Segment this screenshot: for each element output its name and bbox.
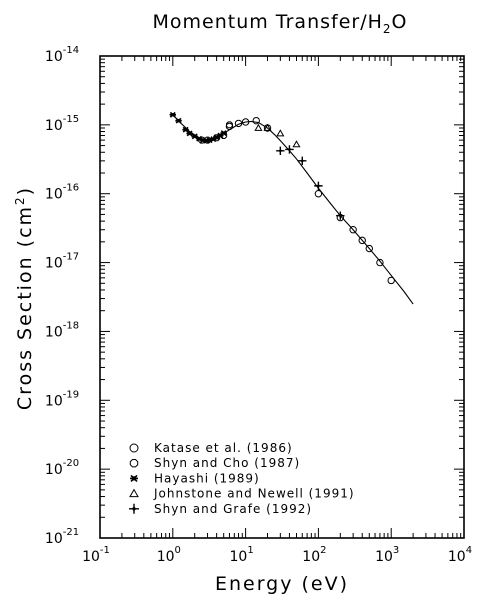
marker-diamond bbox=[131, 506, 137, 512]
data-point bbox=[336, 211, 345, 220]
x-tick-label: 103 bbox=[375, 545, 399, 565]
y-tick-label: 10-14 bbox=[45, 45, 79, 65]
series-2 bbox=[169, 111, 227, 144]
data-point bbox=[186, 130, 193, 137]
marker-asterisk-core bbox=[131, 476, 137, 481]
series-0 bbox=[225, 116, 395, 285]
y-tick-label: 10-20 bbox=[45, 458, 79, 478]
data-point bbox=[349, 226, 357, 234]
legend-item: Shyn and Cho (1987) bbox=[129, 456, 300, 470]
marker-circle bbox=[241, 118, 250, 126]
data-point bbox=[298, 156, 307, 166]
legend-label: Shyn and Cho (1987) bbox=[154, 456, 300, 470]
marker-asterisk-core bbox=[171, 113, 175, 117]
data-point bbox=[169, 111, 176, 118]
x-tick-label: 101 bbox=[229, 545, 253, 565]
data-point bbox=[225, 121, 233, 129]
marker-circle bbox=[234, 119, 243, 128]
marker-asterisk-core bbox=[222, 131, 226, 135]
data-point bbox=[252, 116, 260, 125]
x-tick-label: 104 bbox=[448, 545, 472, 565]
data-point bbox=[175, 117, 182, 124]
x-tick-labels: 10-1 100 101 102 103 104 bbox=[82, 545, 472, 565]
marker-asterisk-core bbox=[211, 137, 215, 141]
y-tick-label: 10-18 bbox=[45, 320, 79, 340]
plot-frame bbox=[99, 55, 465, 539]
marker-circle bbox=[365, 244, 373, 253]
legend-item: Katase et al. (1986) bbox=[129, 441, 293, 455]
marker-diamond bbox=[278, 148, 283, 153]
marker-asterisk-core bbox=[187, 131, 192, 136]
data-point bbox=[292, 140, 301, 148]
marker-triangle bbox=[254, 123, 263, 131]
marker-diamond bbox=[316, 183, 321, 188]
series-4 bbox=[276, 145, 345, 220]
marker-triangle bbox=[129, 488, 139, 498]
data-point bbox=[387, 276, 395, 285]
marker-asterisk-core bbox=[193, 134, 197, 139]
legend-label: Shyn and Grafe (1992) bbox=[154, 502, 312, 516]
data-points bbox=[169, 111, 395, 285]
marker-triangle bbox=[276, 129, 285, 137]
data-point bbox=[285, 145, 294, 154]
chart-title: Momentum Transfer/H2O bbox=[153, 11, 408, 36]
data-point bbox=[276, 146, 285, 155]
data-point bbox=[241, 118, 250, 126]
data-point bbox=[263, 123, 272, 131]
legend: Katase et al. (1986)Shyn and Cho (1987)H… bbox=[129, 441, 355, 516]
y-tick-label: 10-21 bbox=[45, 527, 79, 547]
y-tick-labels: 10-21 10-20 10-19 10-18 10-17 10-16 10-15 10-14 bbox=[45, 45, 79, 547]
series-3 bbox=[254, 123, 301, 148]
marker-asterisk-core bbox=[197, 136, 201, 141]
marker-circle bbox=[376, 258, 384, 267]
marker-octagon bbox=[129, 459, 139, 468]
marker-asterisk-core bbox=[201, 138, 205, 142]
y-tick-label: 10-16 bbox=[45, 183, 79, 203]
marker-asterisk-core bbox=[207, 138, 212, 142]
marker-circle bbox=[129, 443, 139, 453]
data-point bbox=[376, 258, 384, 267]
marker-asterisk-core bbox=[218, 133, 223, 138]
legend-item: Hayashi (1989) bbox=[130, 471, 260, 485]
legend-item: Shyn and Grafe (1992) bbox=[129, 502, 312, 516]
x-tick-label: 10-1 bbox=[82, 545, 110, 565]
data-point bbox=[220, 130, 227, 137]
marker-asterisk-core bbox=[183, 128, 188, 132]
y-tick-label: 10-15 bbox=[45, 114, 79, 134]
data-point bbox=[234, 119, 243, 128]
marker-octagon bbox=[225, 121, 233, 129]
x-tick-label: 100 bbox=[157, 545, 181, 565]
marker-diamond bbox=[300, 158, 305, 163]
data-point bbox=[276, 129, 285, 137]
legend-label: Hayashi (1989) bbox=[154, 471, 260, 485]
marker-circle bbox=[349, 226, 357, 234]
marker-circle bbox=[387, 276, 395, 285]
marker-diamond bbox=[287, 147, 292, 152]
marker-asterisk-core bbox=[176, 118, 181, 123]
legend-label: Katase et al. (1986) bbox=[154, 441, 293, 455]
y-tick-label: 10-17 bbox=[45, 252, 79, 272]
marker-asterisk-core bbox=[214, 135, 219, 139]
marker-circle bbox=[314, 190, 323, 198]
x-tick-label: 102 bbox=[302, 545, 326, 565]
legend-item: Johnstone and Newell (1991) bbox=[129, 487, 355, 501]
marker-circle bbox=[358, 236, 366, 245]
marker-circle bbox=[252, 116, 260, 125]
data-point bbox=[314, 181, 323, 191]
data-point bbox=[365, 244, 373, 253]
y-tick-label: 10-19 bbox=[45, 389, 79, 409]
axis-ticks bbox=[99, 55, 465, 539]
legend-label: Johnstone and Newell (1991) bbox=[153, 487, 355, 501]
x-axis-title: Energy (eV) bbox=[215, 573, 349, 595]
marker-triangle bbox=[263, 123, 272, 131]
marker-diamond bbox=[338, 213, 343, 218]
data-point bbox=[254, 123, 263, 131]
marker-triangle bbox=[292, 140, 301, 148]
y-axis-title: Cross Section (cm2) bbox=[13, 186, 36, 410]
data-point bbox=[314, 190, 323, 198]
data-point bbox=[358, 236, 366, 245]
